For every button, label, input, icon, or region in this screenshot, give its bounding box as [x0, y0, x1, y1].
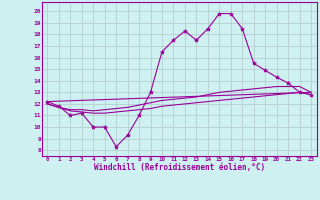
X-axis label: Windchill (Refroidissement éolien,°C): Windchill (Refroidissement éolien,°C) — [94, 163, 265, 172]
